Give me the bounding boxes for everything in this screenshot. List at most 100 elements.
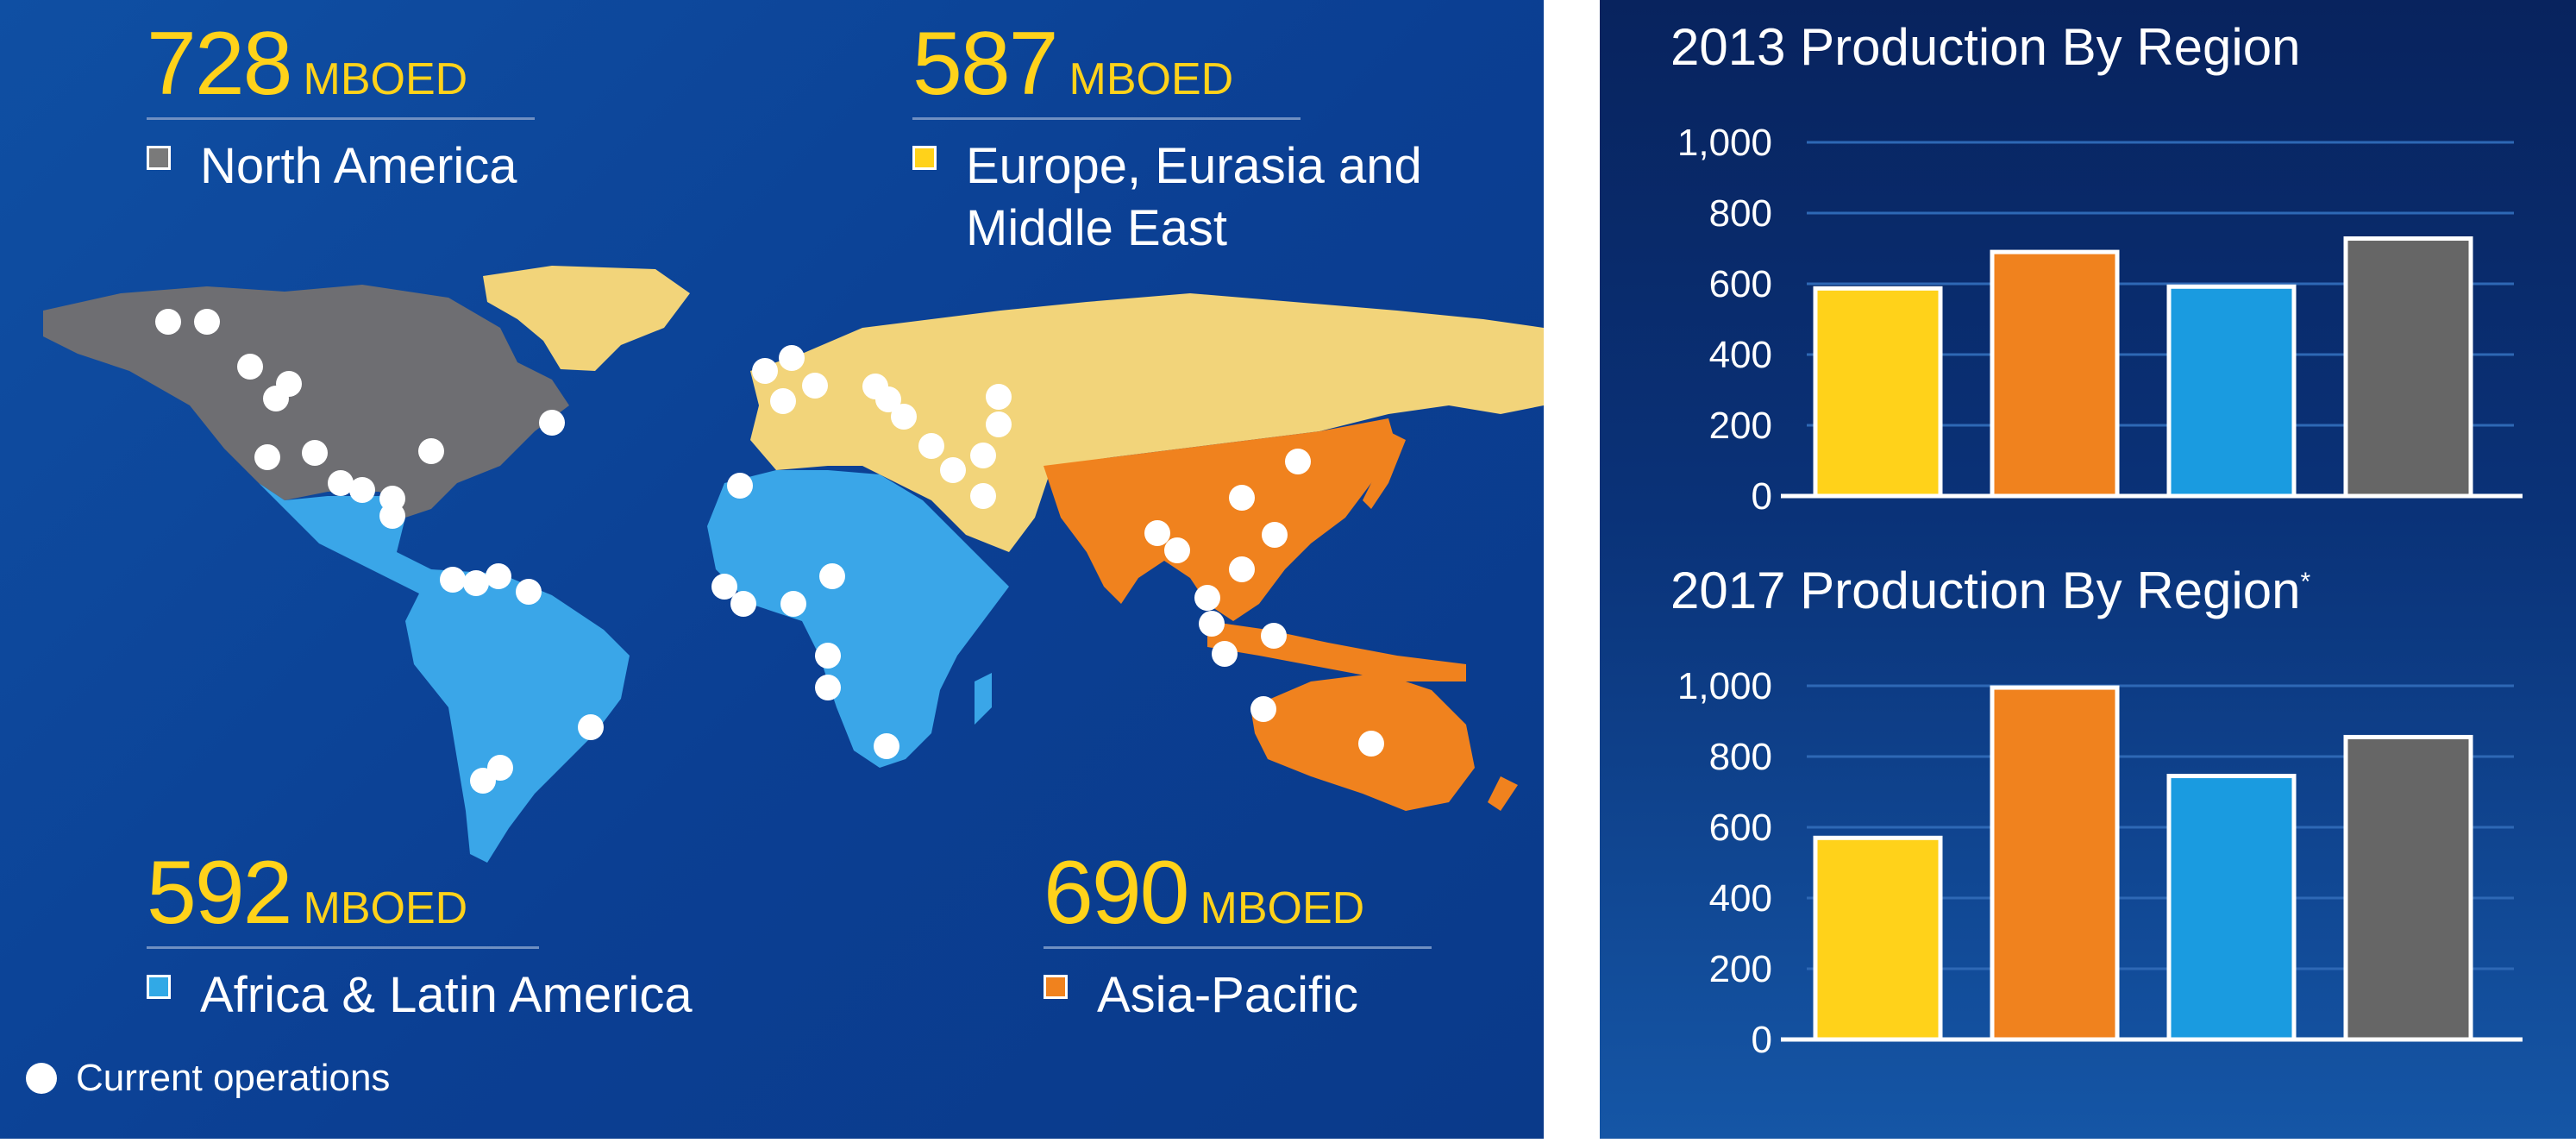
- y-tick-label: 600: [1709, 807, 1772, 849]
- indonesia-shape: [1207, 621, 1466, 681]
- y-tick-label: 1,000: [1677, 122, 1772, 164]
- operation-dot: [1199, 611, 1225, 637]
- stat-north-america: 728 MBOED North America: [147, 19, 535, 198]
- operation-dot: [1144, 520, 1170, 546]
- region-label: Asia-Pacific: [1097, 967, 1358, 1023]
- chart-2017-title-text: 2017 Production By Region: [1670, 562, 2301, 619]
- operation-dot: [1285, 449, 1311, 474]
- y-tick-label: 400: [1709, 334, 1772, 376]
- operation-dot: [328, 470, 354, 496]
- japan-shape: [1363, 431, 1406, 509]
- africa-latam-swatch: [147, 975, 171, 999]
- operation-dot: [349, 477, 375, 503]
- operation-dot: [1229, 485, 1255, 511]
- operation-dot: [379, 503, 405, 529]
- operation-dot: [440, 567, 466, 593]
- operation-dot: [986, 411, 1012, 437]
- y-tick-label: 600: [1709, 263, 1772, 305]
- stat-unit: MBOED: [303, 54, 468, 104]
- bar: [1990, 249, 2120, 499]
- y-tick-label: 0: [1752, 1019, 1772, 1061]
- operations-legend-label: Current operations: [76, 1057, 391, 1099]
- operation-dot: [780, 591, 806, 617]
- north-america-shape: [43, 285, 569, 518]
- chart-2013: 0 200 400 600 800 1,000: [1677, 122, 2523, 518]
- operation-dot: [819, 563, 845, 589]
- chart-2017-title-footnote: *: [2300, 568, 2311, 596]
- operations-dots: [155, 309, 1384, 794]
- operation-dot: [516, 579, 542, 605]
- divider: [147, 117, 535, 120]
- greenland-shape: [483, 266, 690, 371]
- operation-dot: [1164, 537, 1190, 563]
- charts-panel: 2013 Production By Region 0 200 400 600 800 1…: [1600, 0, 2576, 1139]
- eurasia-shape: [750, 293, 1544, 552]
- africa-shape: [707, 470, 1009, 768]
- bar: [1813, 835, 1943, 1042]
- operation-dot: [802, 373, 828, 399]
- operation-dot: [874, 733, 899, 759]
- operation-dot: [539, 410, 565, 436]
- operation-dot: [1194, 585, 1220, 611]
- central-america-shape: [259, 483, 448, 595]
- operation-dot: [263, 386, 289, 411]
- operation-dot: [237, 354, 263, 380]
- world-map: [43, 266, 1544, 863]
- chart-2017-title: 2017 Production By Region*: [1670, 561, 2310, 620]
- operation-dot: [302, 440, 328, 466]
- y-tick-label: 200: [1709, 948, 1772, 990]
- operation-dot: [463, 570, 489, 596]
- operation-dot: [875, 386, 901, 412]
- stat-unit: MBOED: [1069, 54, 1234, 104]
- north-america-swatch: [147, 146, 171, 170]
- operation-dot: [711, 574, 737, 600]
- chart-2013-title-text: 2013 Production By Region: [1670, 18, 2301, 76]
- operation-dot: [418, 438, 444, 464]
- operation-dot: [254, 444, 280, 470]
- asia-pacific-shape: [1044, 418, 1397, 621]
- operation-dot: [970, 443, 996, 468]
- operation-dot: [1229, 556, 1255, 582]
- operation-dot: [986, 384, 1012, 410]
- stat-value: 587: [912, 14, 1059, 114]
- operation-dot: [1262, 522, 1288, 548]
- divider: [912, 117, 1301, 120]
- operation-dot: [970, 483, 996, 509]
- stat-value: 592: [147, 843, 293, 943]
- operation-dot: [779, 345, 805, 371]
- bar: [1813, 286, 1943, 499]
- region-label-line2: Middle East: [966, 200, 1228, 256]
- stat-value: 690: [1044, 843, 1190, 943]
- chart-2017: 0 200 400 600 800 1,000: [1677, 665, 2523, 1061]
- europe-eurasia-swatch: [912, 146, 937, 170]
- y-tick-label: 0: [1752, 475, 1772, 518]
- bar: [1990, 685, 2120, 1042]
- stat-unit: MBOED: [303, 883, 468, 933]
- stat-africa-latam: 592 MBOED Africa & Latin America: [147, 848, 693, 1027]
- operation-dot: [155, 309, 181, 335]
- madagascar-shape: [975, 673, 992, 725]
- operation-dot: [470, 768, 496, 794]
- stat-value: 728: [147, 14, 293, 114]
- asia-pacific-swatch: [1044, 975, 1068, 999]
- operations-legend: Current operations: [26, 1057, 390, 1100]
- region-label: Africa & Latin America: [200, 967, 693, 1023]
- operation-dot: [727, 473, 753, 499]
- operation-dot: [752, 358, 778, 384]
- operation-dot: [194, 309, 220, 335]
- operation-dot: [578, 714, 604, 740]
- map-panel: 728 MBOED North America 587 MBOED Europe, …: [0, 0, 1544, 1139]
- operation-dot: [815, 643, 841, 669]
- divider: [1044, 946, 1432, 949]
- y-tick-label: 200: [1709, 405, 1772, 447]
- operation-dot: [1250, 696, 1276, 722]
- stat-asia-pacific: 690 MBOED Asia-Pacific: [1044, 848, 1432, 1027]
- stat-europe-eurasia: 587 MBOED Europe, Eurasia and Middle East: [912, 19, 1422, 260]
- bar: [2343, 236, 2473, 499]
- y-tick-label: 800: [1709, 192, 1772, 235]
- operation-dot: [1212, 641, 1238, 667]
- region-label: North America: [200, 138, 517, 194]
- operation-dot: [1261, 623, 1287, 649]
- bar: [2166, 774, 2297, 1042]
- y-tick-label: 1,000: [1677, 665, 1772, 707]
